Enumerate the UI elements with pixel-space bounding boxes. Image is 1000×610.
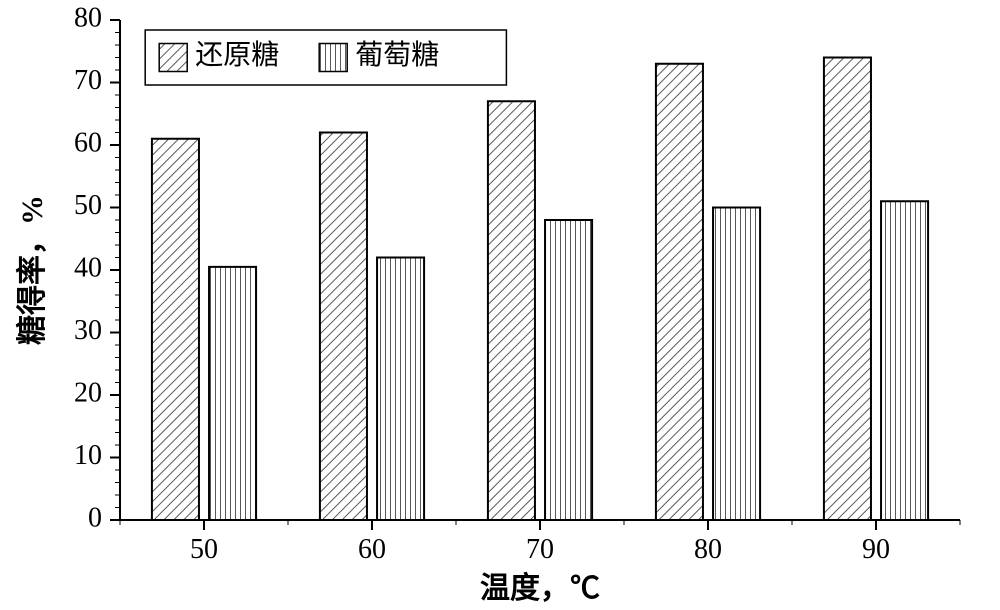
bar-还原糖 — [824, 58, 871, 521]
legend-swatch — [319, 44, 347, 72]
bar-葡萄糖 — [209, 267, 256, 520]
legend-label: 葡萄糖 — [355, 39, 439, 71]
y-tick-label: 0 — [88, 502, 102, 533]
x-tick-label: 60 — [358, 534, 386, 565]
chart-svg: 0 10 20 30 40 50 60 70 80 糖得率，% 50 60 70 80 90 温度，℃ 还原糖 葡… — [0, 0, 1000, 610]
x-tick-label: 80 — [694, 534, 722, 565]
y-tick-label: 80 — [74, 2, 102, 33]
x-axis-label: 温度，℃ — [480, 572, 600, 605]
bar-葡萄糖 — [881, 201, 928, 520]
y-tick-label: 10 — [74, 440, 102, 471]
y-tick-label: 30 — [74, 315, 102, 346]
bar-chart: 0 10 20 30 40 50 60 70 80 糖得率，% 50 60 70 80 90 温度，℃ 还原糖 葡… — [0, 0, 1000, 610]
bar-还原糖 — [656, 64, 703, 520]
x-tick-label: 90 — [862, 534, 890, 565]
bar-葡萄糖 — [545, 220, 592, 520]
y-tick-label: 20 — [74, 377, 102, 408]
x-tick-label: 50 — [190, 534, 218, 565]
y-axis-label: 糖得率，% — [16, 195, 49, 345]
legend-swatch — [159, 44, 187, 72]
legend-label: 还原糖 — [195, 39, 279, 71]
y-tick-label: 70 — [74, 65, 102, 96]
y-tick-label: 60 — [74, 127, 102, 158]
y-tick-label: 40 — [74, 252, 102, 283]
bar-还原糖 — [320, 133, 367, 521]
y-tick-label: 50 — [74, 190, 102, 221]
x-tick-label: 70 — [526, 534, 554, 565]
bar-葡萄糖 — [713, 208, 760, 521]
bar-还原糖 — [152, 139, 199, 520]
bar-葡萄糖 — [377, 258, 424, 521]
bar-还原糖 — [488, 101, 535, 520]
